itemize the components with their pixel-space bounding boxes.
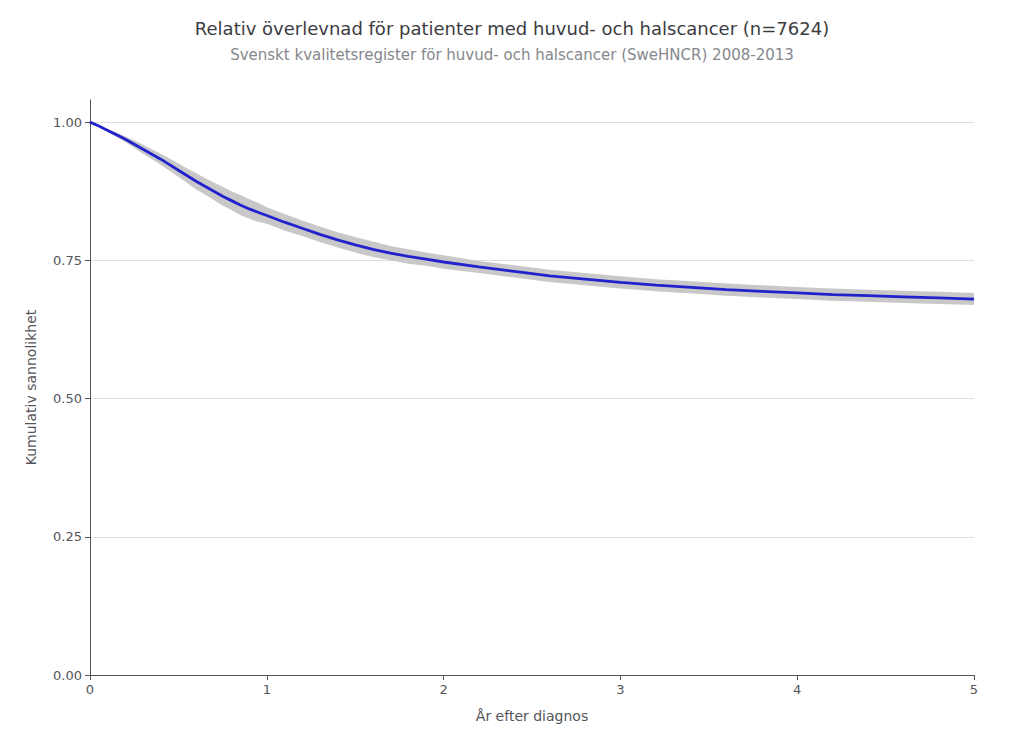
svg-text:Kumulativ sannolikhet: Kumulativ sannolikhet: [23, 309, 39, 465]
svg-text:0: 0: [86, 682, 94, 697]
svg-text:4: 4: [793, 682, 801, 697]
svg-text:0.75: 0.75: [53, 253, 82, 268]
svg-text:1: 1: [263, 682, 271, 697]
svg-text:5: 5: [970, 682, 978, 697]
svg-text:0.25: 0.25: [53, 529, 82, 544]
svg-text:Svenskt kvalitetsregister för: Svenskt kvalitetsregister för huvud- och…: [230, 46, 794, 64]
svg-text:1.00: 1.00: [53, 115, 82, 130]
svg-text:Relativ överlevnad för patient: Relativ överlevnad för patienter med huv…: [195, 18, 829, 39]
svg-text:0.50: 0.50: [53, 391, 82, 406]
svg-text:3: 3: [616, 682, 624, 697]
svg-text:2: 2: [439, 682, 447, 697]
svg-text:0.00: 0.00: [53, 668, 82, 683]
svg-text:År efter diagnos: År efter diagnos: [476, 708, 588, 724]
